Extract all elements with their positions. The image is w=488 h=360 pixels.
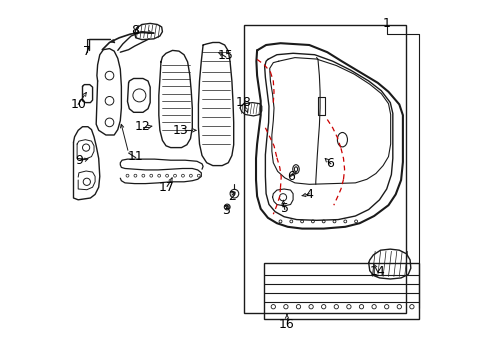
Bar — [244, 25, 406, 313]
Text: 17: 17 — [159, 181, 175, 194]
Text: 15: 15 — [217, 49, 233, 62]
Text: 2: 2 — [227, 190, 235, 203]
Text: 8: 8 — [130, 24, 139, 37]
Text: 9: 9 — [76, 154, 83, 167]
Text: 11: 11 — [128, 150, 143, 163]
Text: 10: 10 — [70, 98, 86, 111]
Text: 7: 7 — [82, 45, 91, 58]
Text: 14: 14 — [369, 265, 385, 278]
Bar — [264, 263, 418, 319]
Text: 6: 6 — [325, 157, 333, 170]
Text: 16: 16 — [279, 318, 294, 330]
Text: 3: 3 — [222, 204, 229, 217]
Text: 18: 18 — [235, 96, 251, 109]
Text: 4: 4 — [305, 188, 313, 201]
Text: 5: 5 — [280, 202, 288, 215]
Text: 12: 12 — [135, 120, 150, 132]
Text: 6: 6 — [286, 170, 294, 183]
Text: 13: 13 — [172, 124, 188, 137]
Text: 1: 1 — [382, 17, 390, 30]
